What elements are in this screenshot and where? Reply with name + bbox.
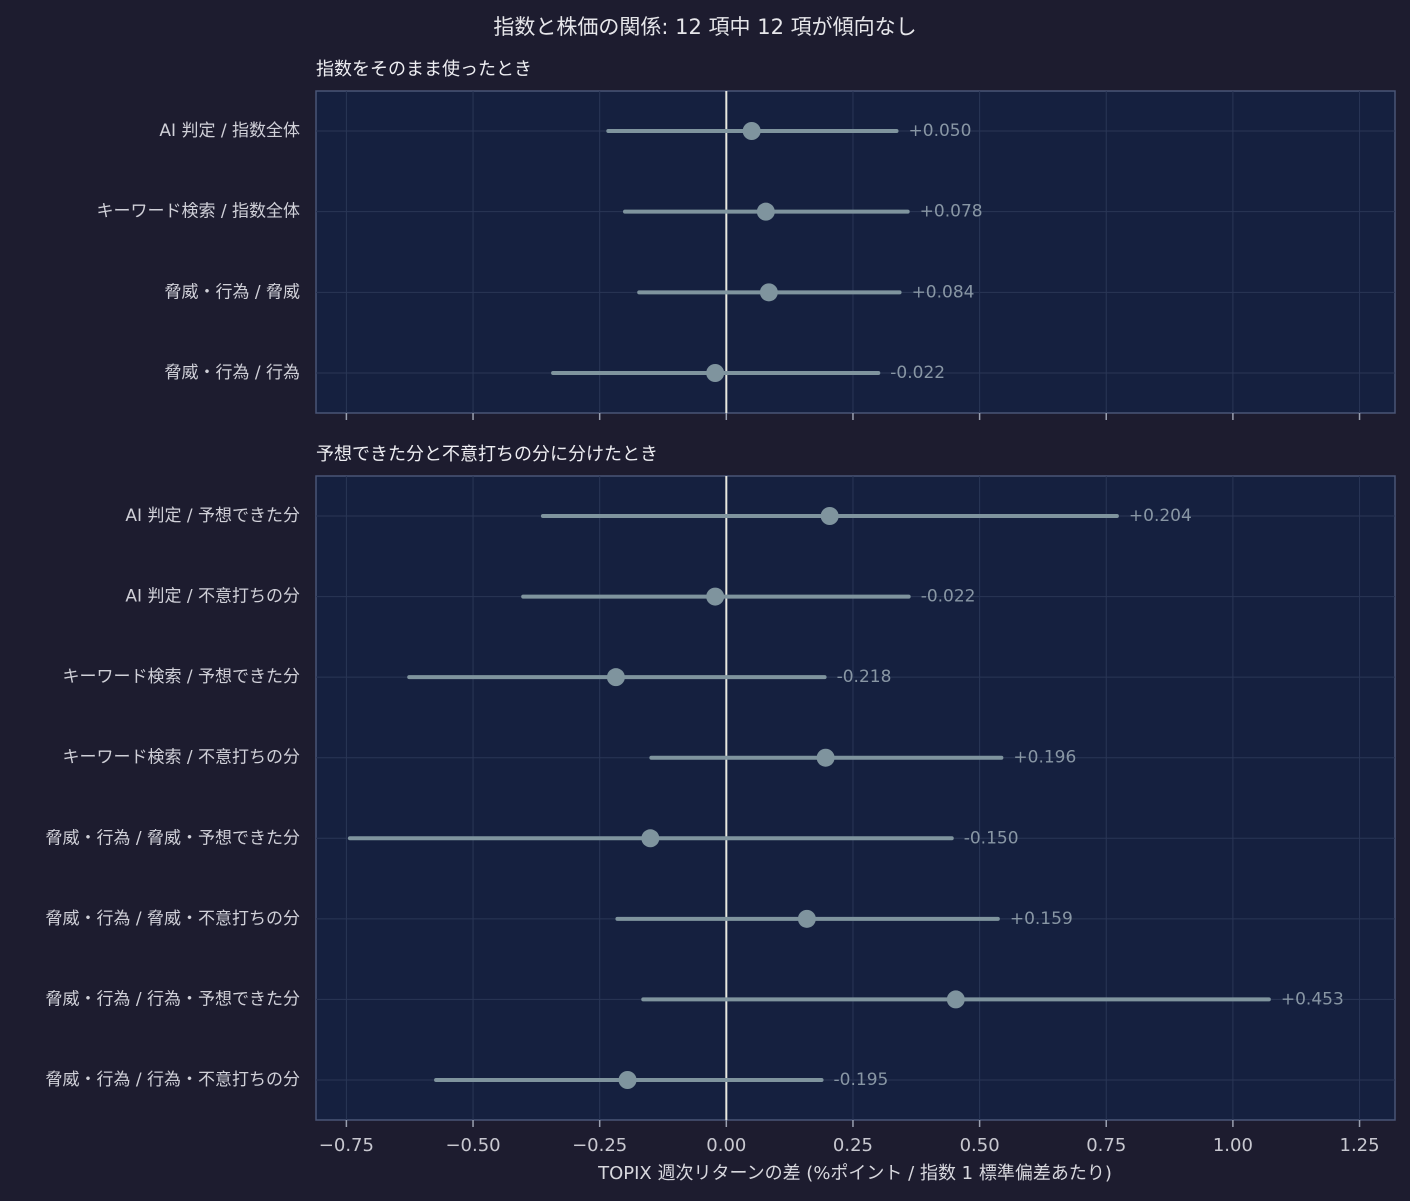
- value-label: +0.159: [1010, 909, 1073, 929]
- panel-subtitle: 予想できた分と不意打ちの分に分けたとき: [316, 444, 658, 465]
- y-tick-label: 脅威・行為 / 行為・予想できた分: [45, 989, 300, 1009]
- value-label: +0.078: [920, 202, 983, 222]
- y-tick-label: AI 判定 / 不意打ちの分: [125, 587, 300, 607]
- value-label: -0.022: [921, 587, 976, 607]
- point-estimate: [618, 1071, 637, 1089]
- x-axis-label: TOPIX 週次リターンの差 (%ポイント / 指数 1 標準偏差あたり): [597, 1163, 1112, 1184]
- point-estimate: [816, 748, 835, 767]
- value-label: -0.218: [837, 667, 892, 687]
- point-estimate: [759, 283, 778, 302]
- x-tick-label: 0.25: [833, 1135, 873, 1156]
- x-tick-label: −0.75: [319, 1135, 374, 1156]
- x-tick-label: 0.00: [706, 1135, 746, 1156]
- point-estimate: [606, 668, 625, 687]
- y-tick-label: キーワード検索 / 指数全体: [96, 202, 300, 222]
- x-tick-label: 1.00: [1213, 1135, 1253, 1156]
- y-tick-label: キーワード検索 / 不意打ちの分: [62, 748, 300, 768]
- x-tick-label: −0.25: [572, 1135, 627, 1156]
- y-tick-label: キーワード検索 / 予想できた分: [62, 667, 300, 687]
- value-label: +0.084: [912, 282, 975, 302]
- x-tick-label: 0.50: [960, 1135, 1000, 1156]
- point-estimate: [706, 364, 725, 382]
- point-estimate: [820, 507, 839, 525]
- point-estimate: [706, 587, 725, 606]
- y-tick-label: 脅威・行為 / 脅威・不意打ちの分: [45, 909, 300, 929]
- chart-title: 指数と株価の関係: 12 項中 12 項が傾向なし: [493, 15, 916, 39]
- point-estimate: [797, 909, 816, 928]
- panel-background: [315, 90, 1396, 414]
- value-label: +0.050: [909, 121, 972, 141]
- panel-background: [315, 475, 1396, 1121]
- x-tick-label: 0.75: [1086, 1135, 1126, 1156]
- panel-subtitle: 指数をそのまま使ったとき: [316, 59, 532, 80]
- x-tick-label: −0.50: [445, 1135, 500, 1156]
- value-label: +0.453: [1281, 989, 1344, 1009]
- y-tick-label: AI 判定 / 予想できた分: [125, 506, 300, 526]
- point-estimate: [946, 990, 965, 1009]
- y-tick-label: 脅威・行為 / 脅威・予想できた分: [45, 828, 300, 848]
- y-tick-label: 脅威・行為 / 脅威: [164, 282, 300, 302]
- point-estimate: [641, 829, 660, 848]
- value-label: -0.195: [834, 1070, 889, 1090]
- y-tick-label: 脅威・行為 / 行為: [164, 363, 300, 383]
- value-label: +0.204: [1129, 506, 1192, 526]
- value-label: -0.022: [890, 363, 945, 383]
- value-label: +0.196: [1013, 748, 1076, 768]
- point-estimate: [756, 202, 775, 221]
- x-tick-label: 1.25: [1340, 1135, 1380, 1156]
- point-estimate: [742, 122, 761, 140]
- y-tick-label: 脅威・行為 / 行為・不意打ちの分: [45, 1070, 300, 1090]
- value-label: -0.150: [964, 828, 1019, 848]
- y-tick-label: AI 判定 / 指数全体: [159, 121, 300, 141]
